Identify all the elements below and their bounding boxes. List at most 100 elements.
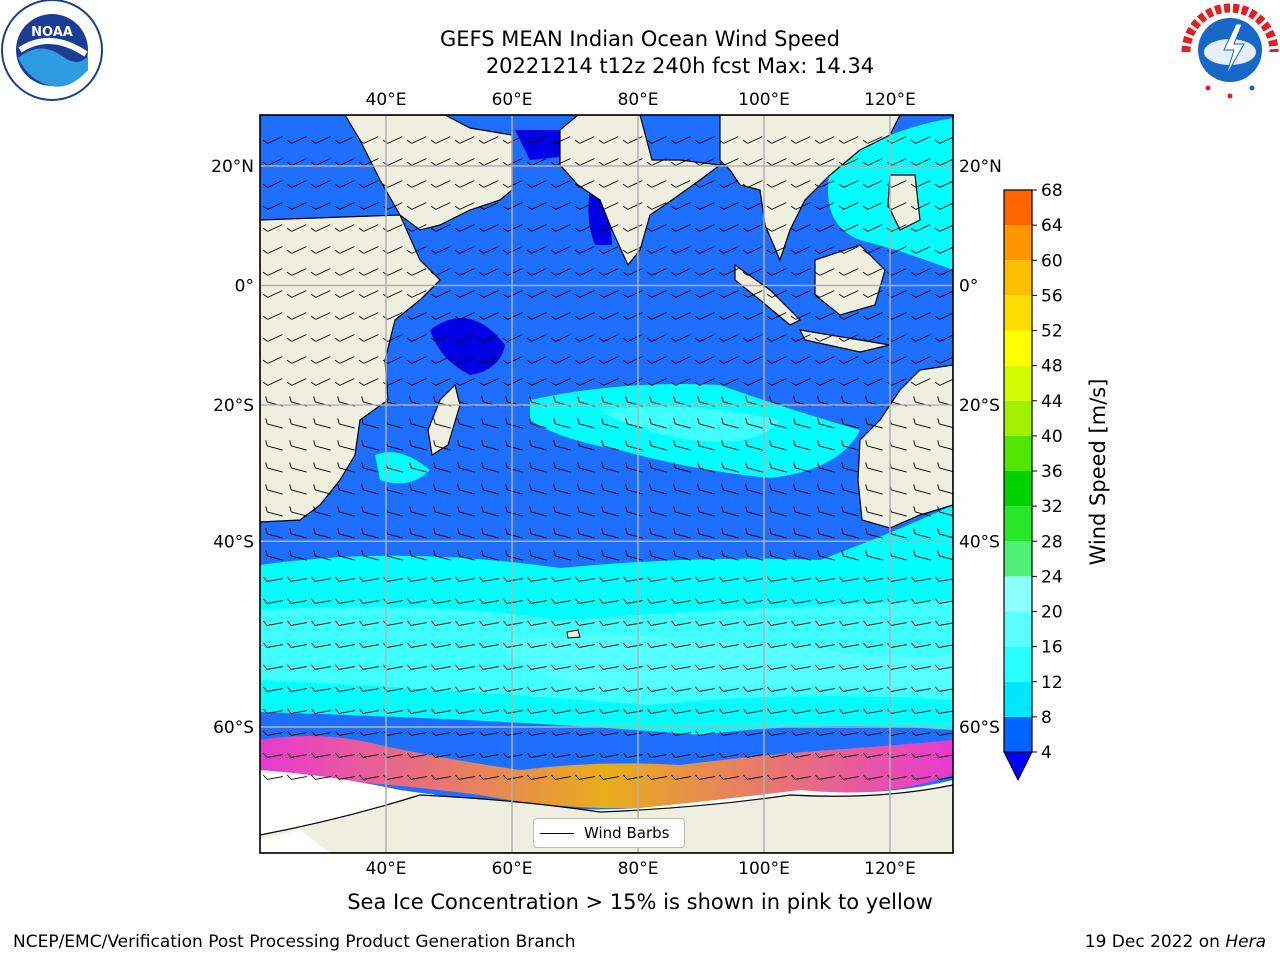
colorbar-segment <box>1004 541 1032 577</box>
wind-barb <box>430 158 451 166</box>
wind-barb <box>454 334 475 342</box>
wind-barb <box>502 356 523 364</box>
colorbar-tick-label: 8 <box>1041 708 1052 728</box>
wind-barb <box>286 334 307 342</box>
wind-barb <box>457 550 475 561</box>
wind-barb <box>598 664 619 670</box>
wind-barb <box>625 484 643 495</box>
wind-barb <box>553 418 571 429</box>
wind-barb <box>838 708 859 714</box>
wind-barb <box>841 484 859 495</box>
wind-barb <box>913 462 931 473</box>
wind-barb <box>910 268 931 276</box>
lat-tick-right: 40°S <box>959 532 1000 552</box>
wind-barb <box>430 312 451 320</box>
colorbar-tick-label: 56 <box>1041 286 1063 306</box>
wind-barb <box>478 136 499 144</box>
wind-barb <box>817 528 835 539</box>
wind-barb <box>598 158 619 166</box>
wind-barb <box>574 708 595 714</box>
wind-barb <box>406 334 427 342</box>
wind-barb <box>910 774 931 780</box>
wind-barb <box>838 334 859 342</box>
wind-barb <box>577 484 595 495</box>
wind-barb <box>670 202 691 210</box>
wind-barb <box>286 202 307 210</box>
wind-barb <box>334 664 355 670</box>
wind-barb <box>358 268 379 276</box>
wind-barb <box>670 356 691 364</box>
wind-barb <box>313 528 331 539</box>
wind-barb <box>718 136 739 144</box>
wind-barb <box>505 484 523 495</box>
wind-barb <box>313 440 331 451</box>
wind-barb <box>433 440 451 451</box>
wind-barb <box>670 598 691 604</box>
wind-barb <box>430 356 451 364</box>
wind-barb <box>454 268 475 276</box>
wind-barb <box>934 180 953 188</box>
wind-barbs-legend: Wind Barbs <box>533 818 685 848</box>
wind-barb <box>526 664 547 670</box>
wind-barb <box>598 136 619 144</box>
wind-barb <box>910 752 931 758</box>
wind-barb <box>454 752 475 758</box>
wind-barb <box>502 664 523 670</box>
wind-barb <box>718 246 739 254</box>
wind-barb <box>622 730 643 736</box>
wind-barb <box>745 462 763 473</box>
wind-barb <box>742 290 763 298</box>
wind-barb <box>433 528 451 539</box>
wind-barb <box>790 708 811 714</box>
wind-barb <box>478 246 499 254</box>
wind-barb <box>766 202 787 210</box>
wind-barb <box>766 730 787 736</box>
wind-barb <box>766 334 787 342</box>
wind-barb <box>742 158 763 166</box>
wind-barb <box>718 334 739 342</box>
wind-barb <box>262 576 283 582</box>
wind-barb <box>334 774 355 780</box>
wind-barb <box>718 158 739 166</box>
lon-tick-bottom: 120°E <box>864 859 916 879</box>
lon-tick-bottom: 60°E <box>492 859 533 879</box>
colorbar-tick-label: 68 <box>1041 181 1063 201</box>
wind-barb <box>865 484 883 495</box>
wind-barb <box>910 334 931 342</box>
wind-barb <box>790 290 811 298</box>
wind-barb <box>430 620 451 626</box>
wind-barb <box>334 708 355 714</box>
wind-barb <box>526 752 547 758</box>
wind-barb <box>865 506 883 517</box>
wind-barb <box>430 730 451 736</box>
wind-barb <box>478 576 499 582</box>
wind-barb <box>550 730 571 736</box>
wind-barb <box>814 224 835 232</box>
wind-barb <box>286 620 307 626</box>
colorbar-segment <box>1004 190 1032 226</box>
wind-barb <box>769 506 787 517</box>
wind-barb <box>262 356 283 364</box>
wind-barb <box>574 378 595 386</box>
wind-barb <box>361 484 379 495</box>
wind-barb <box>814 620 835 626</box>
wind-barb <box>910 378 931 386</box>
wind-barb <box>694 576 715 582</box>
wind-barb <box>670 268 691 276</box>
wind-barb <box>598 378 619 386</box>
wind-barb <box>574 136 595 144</box>
wind-barb <box>529 506 547 517</box>
wind-barb <box>358 180 379 188</box>
wind-barb <box>745 550 763 561</box>
wind-barb <box>457 418 475 429</box>
wind-barb <box>265 462 283 473</box>
wind-barb <box>646 356 667 364</box>
wind-barb <box>502 730 523 736</box>
wind-barb <box>646 664 667 670</box>
lon-tick-top: 120°E <box>864 90 916 110</box>
wind-barb <box>625 462 643 473</box>
noaa-logo-text: NOAA <box>31 25 73 40</box>
wind-barb <box>766 598 787 604</box>
wind-barb <box>793 440 811 451</box>
wind-barb <box>646 576 667 582</box>
